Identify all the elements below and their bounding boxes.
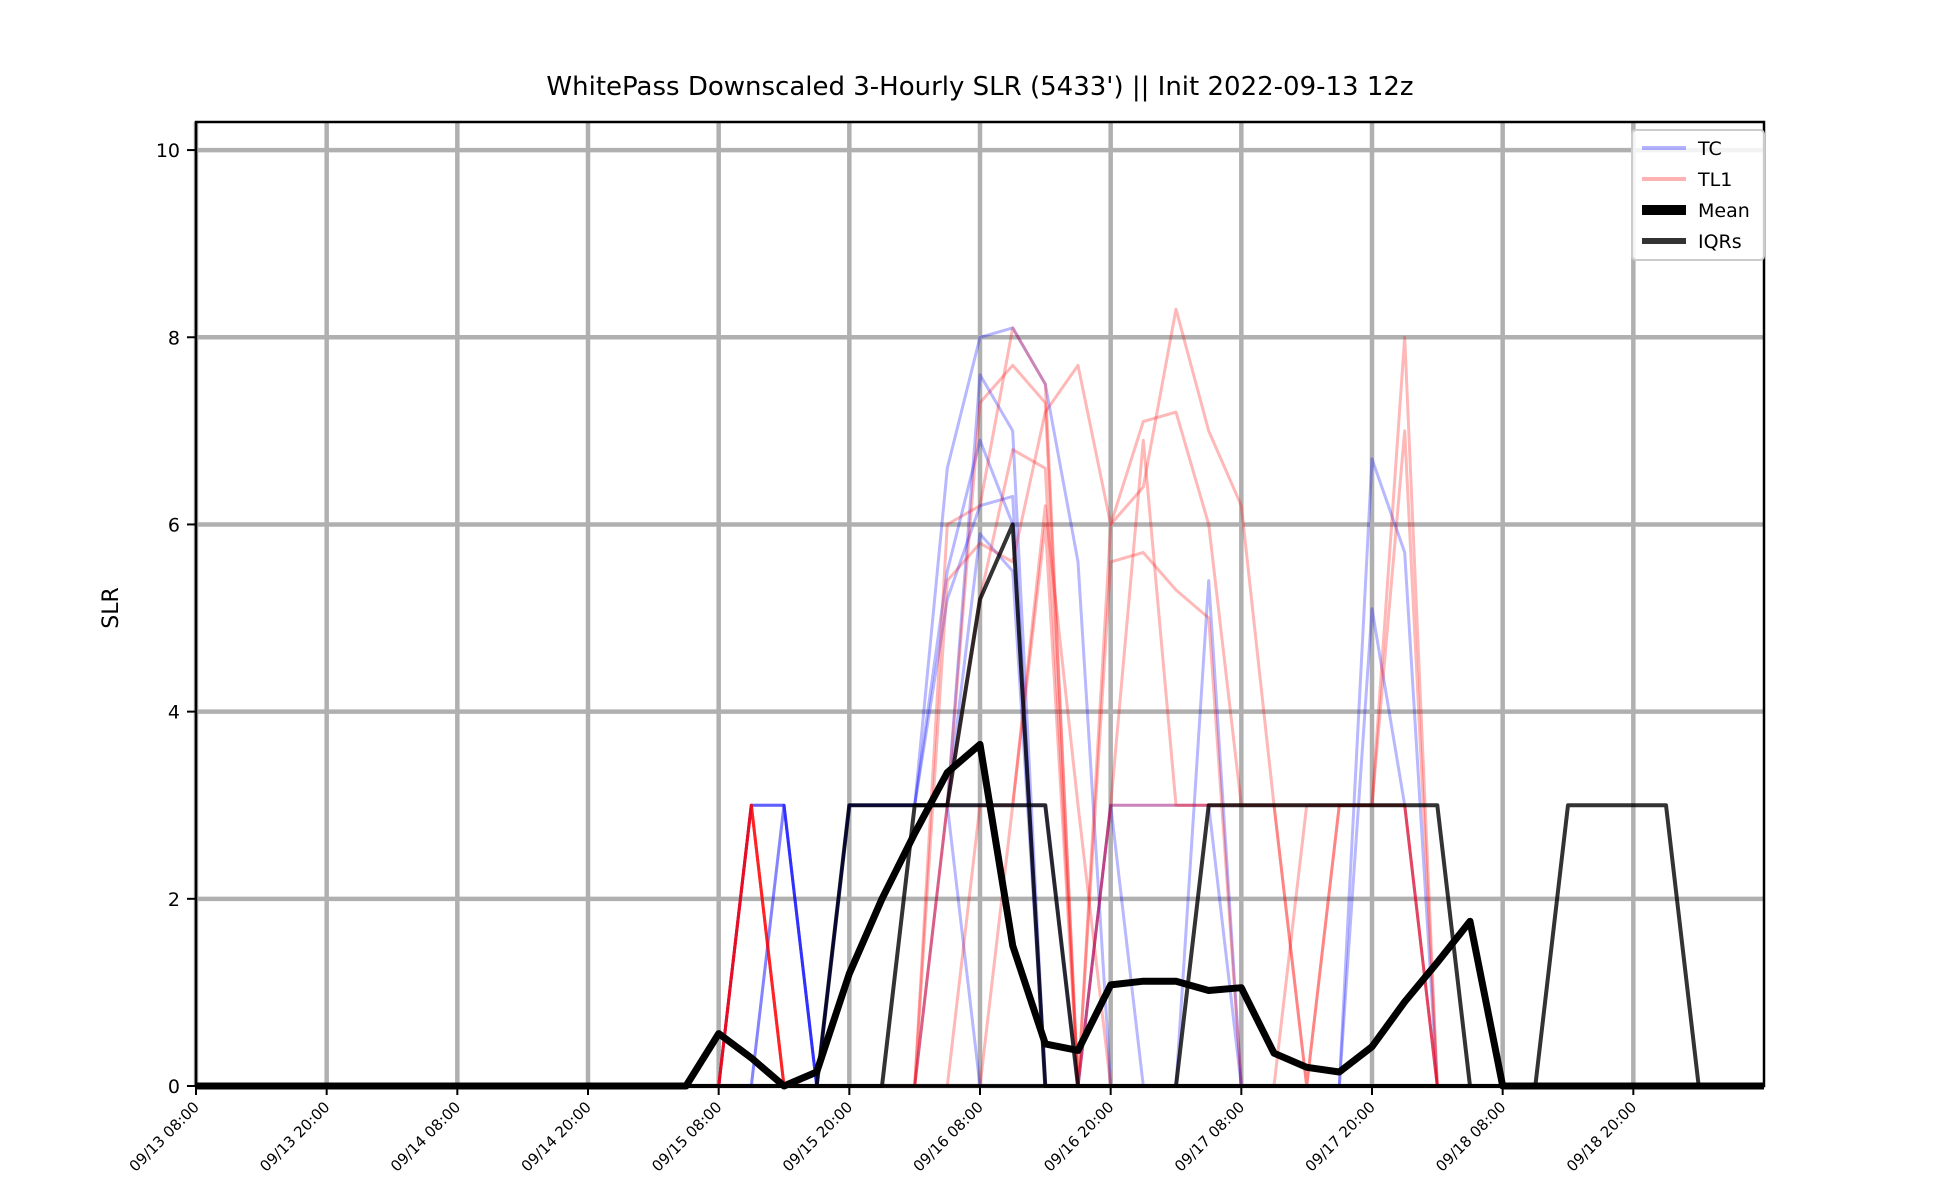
x-tick-label: 09/18 20:00 [1563,1098,1640,1175]
x-tick-label: 09/15 20:00 [779,1098,856,1175]
y-tick-label: 2 [168,889,180,911]
y-tick-label: 10 [156,140,180,162]
legend-label: Mean [1698,200,1750,222]
x-axis-ticks: 09/13 08:00 09/13 20:00 09/14 08:00 09/14 2… [126,1086,1640,1175]
legend-label: TC [1697,138,1722,160]
x-tick-label: 09/18 08:00 [1432,1098,1509,1175]
x-tick-label: 09/17 08:00 [1171,1098,1248,1175]
x-tick-label: 09/14 20:00 [518,1098,595,1175]
x-tick-label: 09/13 08:00 [126,1098,203,1175]
legend-box [1631,129,1765,261]
x-tick-label: 09/13 20:00 [256,1098,333,1175]
legend-label: IQRs [1698,231,1742,253]
x-tick-label: 09/16 20:00 [1040,1098,1117,1175]
y-axis-label: SLR [99,587,124,629]
y-tick-label: 6 [168,514,180,536]
legend: TC TL1 Mean IQRs [1631,129,1765,261]
y-axis-ticks: 0 2 4 6 8 10 [156,140,196,1098]
legend-label: TL1 [1697,169,1732,191]
x-tick-label: 09/14 08:00 [387,1098,464,1175]
y-tick-label: 4 [168,702,180,724]
y-tick-label: 0 [168,1076,180,1098]
x-tick-label: 09/15 08:00 [648,1098,725,1175]
x-tick-label: 09/16 08:00 [910,1098,987,1175]
chart-title: WhitePass Downscaled 3-Hourly SLR (5433'… [546,72,1413,102]
x-tick-label: 09/17 20:00 [1302,1098,1379,1175]
y-tick-label: 8 [168,327,180,349]
